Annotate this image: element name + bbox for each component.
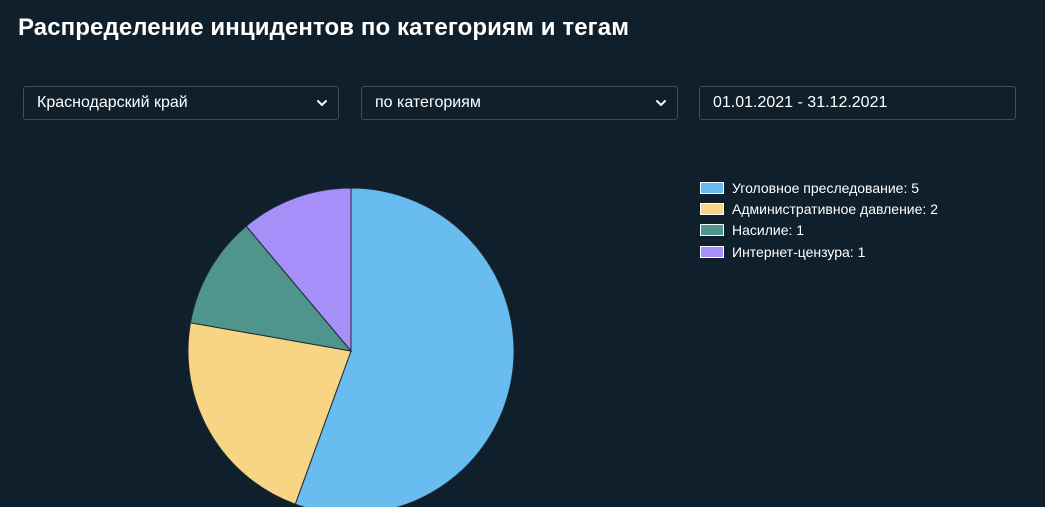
grouping-select-value: по категориям [375, 94, 481, 111]
pie-slice-1[interactable] [294, 187, 515, 507]
legend-label: Административное давление: 2 [732, 200, 938, 217]
legend-swatch [700, 202, 724, 215]
legend-item[interactable]: Интернет-цензура: 1 [700, 241, 938, 262]
page-title: Распределение инцидентов по категориям и… [18, 14, 630, 41]
legend-swatch [700, 245, 724, 258]
legend-label: Интернет-цензура: 1 [732, 243, 866, 260]
legend-item[interactable]: Административное давление: 2 [700, 198, 938, 219]
pie-slice-2[interactable] [187, 322, 352, 505]
chart-legend: Уголовное преследование: 5 Административн… [700, 177, 938, 262]
chevron-down-icon [656, 100, 666, 106]
date-range-value: 01.01.2021 - 31.12.2021 [713, 94, 888, 111]
date-range-input[interactable]: 01.01.2021 - 31.12.2021 [699, 86, 1016, 120]
legend-swatch [700, 181, 724, 194]
pie-slice-4[interactable] [245, 187, 352, 353]
region-select[interactable]: Краснодарский край [23, 86, 339, 120]
legend-item[interactable]: Уголовное преследование: 5 [700, 177, 938, 198]
legend-label: Насилие: 1 [732, 222, 805, 239]
chevron-down-icon [317, 100, 327, 106]
grouping-select[interactable]: по категориям [361, 86, 678, 120]
legend-swatch [700, 224, 724, 237]
legend-label: Уголовное преследование: 5 [732, 179, 920, 196]
region-select-value: Краснодарский край [37, 94, 188, 111]
legend-item[interactable]: Насилие: 1 [700, 220, 938, 241]
pie-slice-3[interactable] [189, 225, 353, 352]
